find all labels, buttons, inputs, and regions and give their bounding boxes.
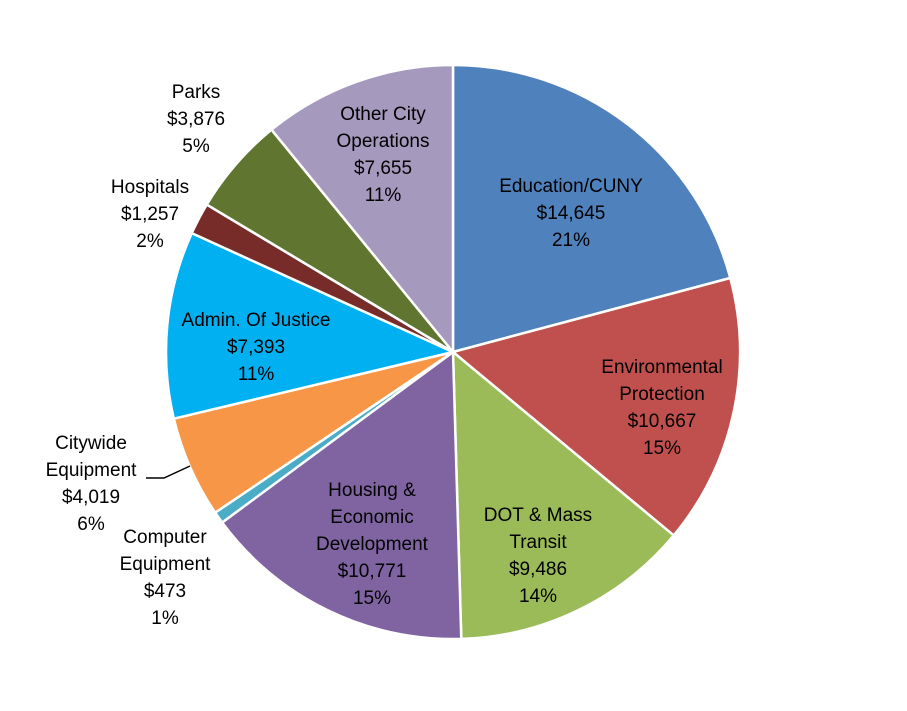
pie-slice-dot	[451, 350, 675, 641]
slice-label-housing: Housing & Economic Development $10,771 15%	[316, 480, 429, 609]
slice-percent-label: 11%	[238, 364, 275, 385]
slice-label-environmental: Environmental Protection $10,667 15%	[601, 357, 722, 459]
slice-value-label: $7,655	[354, 158, 412, 179]
slice-label-dot: DOT & Mass Transit $9,486 14%	[484, 505, 592, 607]
pie-slice-environmental	[451, 276, 742, 537]
slice-label-other: Other City Operations $7,655 11%	[337, 104, 430, 206]
slice-category-label: Equipment	[120, 554, 212, 575]
slice-percent-label: 5%	[182, 136, 210, 157]
slice-category-label: Hospitals	[111, 177, 189, 198]
slice-value-label: $9,486	[509, 559, 567, 580]
slice-category-label: Other City	[340, 104, 426, 125]
slice-percent-label: 1%	[151, 608, 179, 629]
slice-category-label: Operations	[337, 131, 430, 152]
slice-value-label: $10,771	[338, 561, 407, 582]
slice-label-computer: Computer Equipment $473 1%	[120, 527, 212, 629]
slice-percent-label: 2%	[136, 231, 164, 252]
pie-slice-education	[451, 63, 732, 354]
slice-category-label: Parks	[172, 82, 221, 103]
slice-category-label: Development	[316, 534, 429, 555]
slice-category-label: DOT & Mass	[484, 505, 592, 526]
slice-category-label: Citywide	[55, 433, 127, 454]
pie-slices	[164, 63, 742, 641]
slice-labels: Education/CUNY $14,645 21% Environmental Pro…	[46, 82, 723, 629]
slice-category-label: Computer	[123, 527, 207, 548]
slice-percent-label: 14%	[519, 586, 557, 607]
slice-percent-label: 6%	[77, 514, 105, 535]
slice-category-label: Protection	[619, 384, 705, 405]
slice-value-label: $14,645	[537, 203, 606, 224]
slice-category-label: Admin. Of Justice	[182, 310, 331, 331]
slice-value-label: $7,393	[227, 337, 285, 358]
slice-percent-label: 21%	[552, 230, 590, 251]
slice-value-label: $4,019	[62, 487, 120, 508]
leader-lines	[146, 465, 191, 479]
slice-percent-label: 11%	[365, 185, 402, 206]
slice-category-label: Housing &	[328, 480, 416, 501]
slice-category-label: Economic	[330, 507, 413, 528]
slice-label-justice: Admin. Of Justice $7,393 11%	[182, 310, 331, 385]
leader-line-citywide	[146, 465, 191, 479]
slice-value-label: $10,667	[628, 411, 697, 432]
pie-slice-other	[270, 63, 455, 354]
pie-slice-justice	[164, 231, 455, 420]
slice-percent-label: 15%	[643, 438, 681, 459]
slice-label-hospitals: Hospitals $1,257 2%	[111, 177, 189, 252]
slice-value-label: $473	[144, 581, 186, 602]
slice-label-education: Education/CUNY $14,645 21%	[499, 176, 643, 251]
slice-category-label: Education/CUNY	[499, 176, 643, 197]
slice-label-citywide: Citywide Equipment $4,019 6%	[46, 433, 138, 535]
slice-category-label: Equipment	[46, 460, 138, 481]
slice-value-label: $3,876	[167, 109, 225, 130]
slice-category-label: Transit	[509, 532, 567, 553]
pie-slice-housing	[220, 350, 463, 641]
slice-percent-label: 15%	[353, 588, 391, 609]
slice-value-label: $1,257	[121, 204, 179, 225]
slice-category-label: Environmental	[601, 357, 722, 378]
slice-label-parks: Parks $3,876 5%	[167, 82, 225, 157]
